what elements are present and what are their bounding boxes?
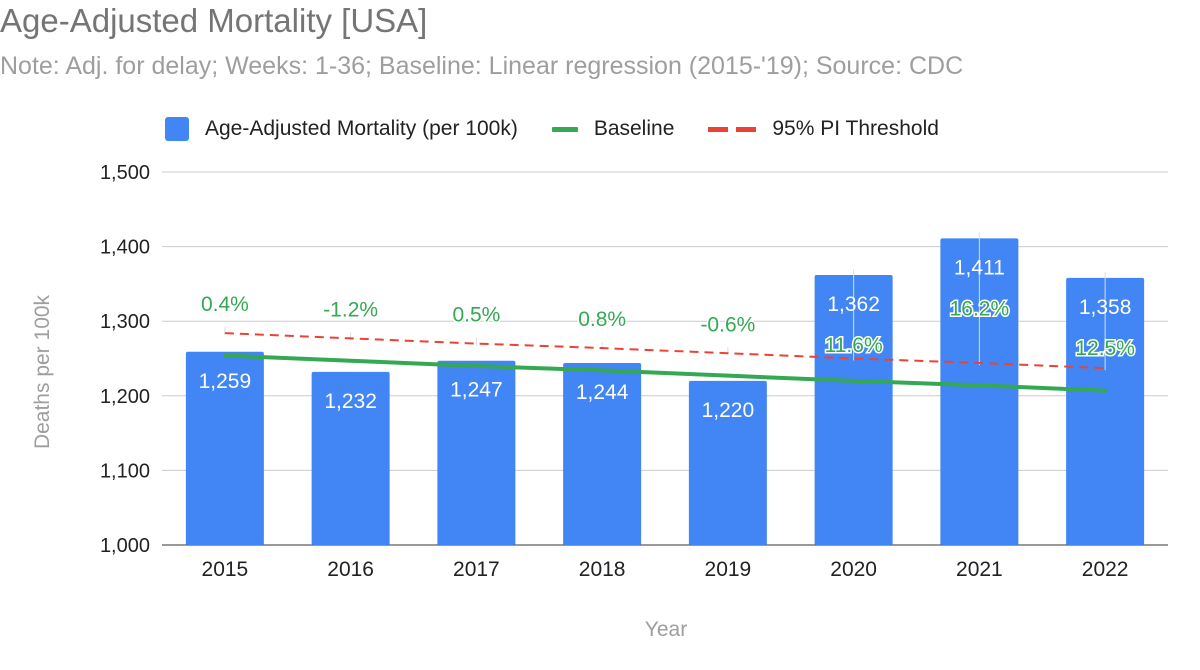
y-tick-label: 1,100 xyxy=(100,460,150,482)
bar-value-label: 1,411 xyxy=(954,256,1005,279)
bar-value-label: 1,362 xyxy=(827,293,880,316)
excess-pct-label: -0.6% xyxy=(700,313,755,336)
x-tick-label: 2016 xyxy=(327,558,374,581)
bar-value-label: 1,244 xyxy=(576,381,629,404)
x-tick-label: 2019 xyxy=(705,558,752,581)
excess-pct-label: 0.4% xyxy=(201,293,249,316)
legend-swatch-baseline xyxy=(551,126,578,132)
x-tick-label: 2017 xyxy=(453,558,500,581)
excess-pct-label: 12.5% xyxy=(1075,337,1135,360)
bar-value-label: 1,247 xyxy=(450,379,503,402)
x-tick-label: 2018 xyxy=(579,558,626,581)
x-tick-label: 2021 xyxy=(956,558,1003,581)
y-tick-label: 1,500 xyxy=(100,162,150,184)
legend-label-bars: Age-Adjusted Mortality (per 100k) xyxy=(205,117,518,140)
bar xyxy=(688,380,767,545)
y-tick-label: 1,200 xyxy=(100,386,150,408)
excess-pct-label: 11.6% xyxy=(825,334,883,357)
bar xyxy=(940,238,1019,546)
legend-item-threshold[interactable]: 95% PI Threshold xyxy=(708,117,939,141)
y-tick-label: 1,300 xyxy=(100,311,150,333)
bar xyxy=(1066,277,1145,545)
chart-title: Age-Adjusted Mortality [USA] xyxy=(0,2,428,39)
excess-pct-label: 0.5% xyxy=(452,304,500,327)
excess-pct-label: -1.2% xyxy=(323,298,378,321)
legend-item-bars[interactable]: Age-Adjusted Mortality (per 100k) xyxy=(165,117,518,141)
threshold-line xyxy=(224,332,1106,370)
bar xyxy=(563,362,642,545)
bar-value-label: 1,232 xyxy=(324,390,377,413)
bar-value-label: 1,259 xyxy=(199,370,252,393)
baseline-line xyxy=(222,353,1108,393)
x-axis-title: Year xyxy=(645,618,687,641)
legend-item-baseline[interactable]: Baseline xyxy=(551,117,675,141)
legend-swatch-threshold xyxy=(708,126,757,132)
excess-pct-label: 0.8% xyxy=(578,308,626,331)
x-tick-label: 2015 xyxy=(202,558,249,581)
chart-subtitle: Note: Adj. for delay; Weeks: 1-36; Basel… xyxy=(0,52,964,80)
x-tick-label: 2020 xyxy=(830,558,877,581)
bar-value-label: 1,220 xyxy=(702,399,755,422)
y-axis-title: Deaths per 100k xyxy=(31,294,54,449)
excess-pct-label: 16.2% xyxy=(950,297,1010,320)
legend-swatch-bars xyxy=(165,117,189,141)
chart-legend: Age-Adjusted Mortality (per 100k) Baseli… xyxy=(165,114,973,144)
y-tick-label: 1,000 xyxy=(100,535,150,557)
legend-label-baseline: Baseline xyxy=(593,117,675,140)
y-tick-label: 1,400 xyxy=(100,237,150,259)
bar xyxy=(185,351,264,545)
bar xyxy=(814,274,893,545)
x-tick-label: 2022 xyxy=(1082,558,1129,581)
bar xyxy=(311,371,390,545)
legend-label-threshold: 95% PI Threshold xyxy=(772,117,939,140)
bar-value-label: 1,358 xyxy=(1079,296,1132,319)
bar xyxy=(437,360,516,545)
